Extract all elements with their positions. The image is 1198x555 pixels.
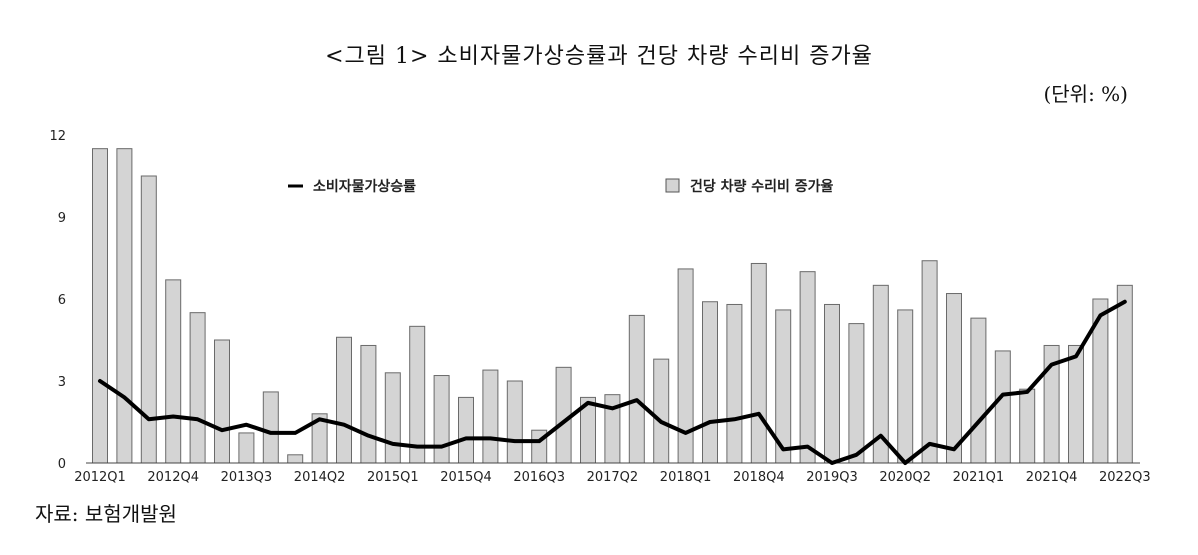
x-tick-label: 2017Q2 [587, 470, 639, 485]
x-tick-label: 2012Q4 [147, 470, 199, 485]
bar-repair-2014Q1 [287, 454, 304, 464]
x-tick-label: 2013Q3 [221, 470, 273, 485]
source-note: 자료: 보험개발원 [35, 502, 177, 526]
chart-title: <그림 1> 소비자물가상승률과 건당 차량 수리비 증가율 [325, 44, 873, 69]
bar-repair-2019Q3 [824, 303, 840, 464]
legend: 소비자물가상승률 건당 차량 수리비 증가율 [288, 178, 834, 195]
bar-repair-2018Q3 [726, 303, 743, 464]
x-tick-label: 2012Q1 [74, 470, 126, 485]
bar-repair-2015Q2 [409, 325, 426, 464]
bar-repair-2021Q3 [1019, 388, 1036, 464]
bar-repair-2015Q3 [433, 375, 450, 464]
bar-repair-2019Q2 [799, 271, 816, 464]
x-tick-label: 2014Q2 [294, 470, 346, 485]
bar-repair-2013Q3 [238, 432, 255, 464]
legend-bar-marker [665, 178, 680, 193]
bar-repair-2016Q1 [482, 369, 499, 464]
bar-repair-2016Q4 [555, 366, 572, 464]
x-tick-label: 2021Q4 [1026, 470, 1078, 485]
bar-repair-2012Q1 [92, 148, 108, 464]
legend-repair-label: 건당 차량 수리비 증가율 [690, 178, 834, 195]
bar-repair-2017Q3 [628, 314, 645, 464]
bar-repair-2014Q4 [360, 344, 377, 464]
bar-repair-2020Q2 [897, 309, 914, 464]
y-tick-label: 0 [58, 457, 66, 472]
y-tick-label: 12 [49, 129, 66, 144]
x-tick-label: 2018Q1 [660, 470, 712, 485]
bar-repair-2021Q2 [994, 350, 1011, 464]
bar-repair-2018Q4 [750, 262, 767, 464]
bar-repair-2016Q2 [506, 380, 523, 464]
unit-label: (단위: %) [1043, 82, 1128, 106]
bar-repair-2022Q3 [1116, 284, 1133, 464]
x-tick-label: 2020Q2 [879, 470, 931, 485]
bar-repair-2013Q2 [214, 339, 230, 464]
x-tick-label: 2015Q4 [440, 470, 492, 485]
bar-repair-2015Q4 [458, 396, 474, 464]
x-tick-label: 2016Q3 [513, 470, 565, 485]
y-tick-label: 6 [58, 293, 66, 308]
bar-repair-2021Q1 [970, 317, 987, 464]
y-axis-ticks: 0 3 6 9 12 [49, 129, 66, 472]
y-tick-label: 9 [58, 211, 66, 226]
bar-repair-2020Q4 [946, 293, 962, 464]
bar-repair-2012Q4 [165, 279, 182, 464]
legend-cpi-label: 소비자물가상승률 [313, 178, 416, 195]
bar-repair-2022Q1 [1068, 344, 1084, 464]
bar-repair-2019Q4 [848, 323, 865, 464]
x-tick-label: 2022Q3 [1099, 470, 1151, 485]
cpi-line [98, 299, 1127, 465]
bar-repair-2013Q4 [262, 391, 279, 464]
bar-repair-2012Q2 [116, 148, 133, 464]
bar-repair-2018Q2 [702, 301, 718, 464]
bar-series [92, 148, 1133, 464]
bar-repair-2014Q3 [336, 336, 352, 464]
x-tick-label: 2018Q4 [733, 470, 785, 485]
y-tick-label: 3 [58, 375, 66, 390]
x-tick-label: 2015Q1 [367, 470, 419, 485]
bar-repair-2017Q4 [653, 358, 670, 464]
x-tick-label: 2021Q1 [953, 470, 1005, 485]
bar-repair-2020Q3 [921, 260, 938, 464]
bar-repair-2015Q1 [384, 372, 401, 464]
bar-repair-2013Q1 [189, 312, 206, 464]
x-tick-label: 2019Q3 [806, 470, 858, 485]
x-axis-ticks: 2012Q1 2012Q4 2013Q3 2014Q2 2015Q1 2015Q4 2016… [74, 470, 1150, 485]
